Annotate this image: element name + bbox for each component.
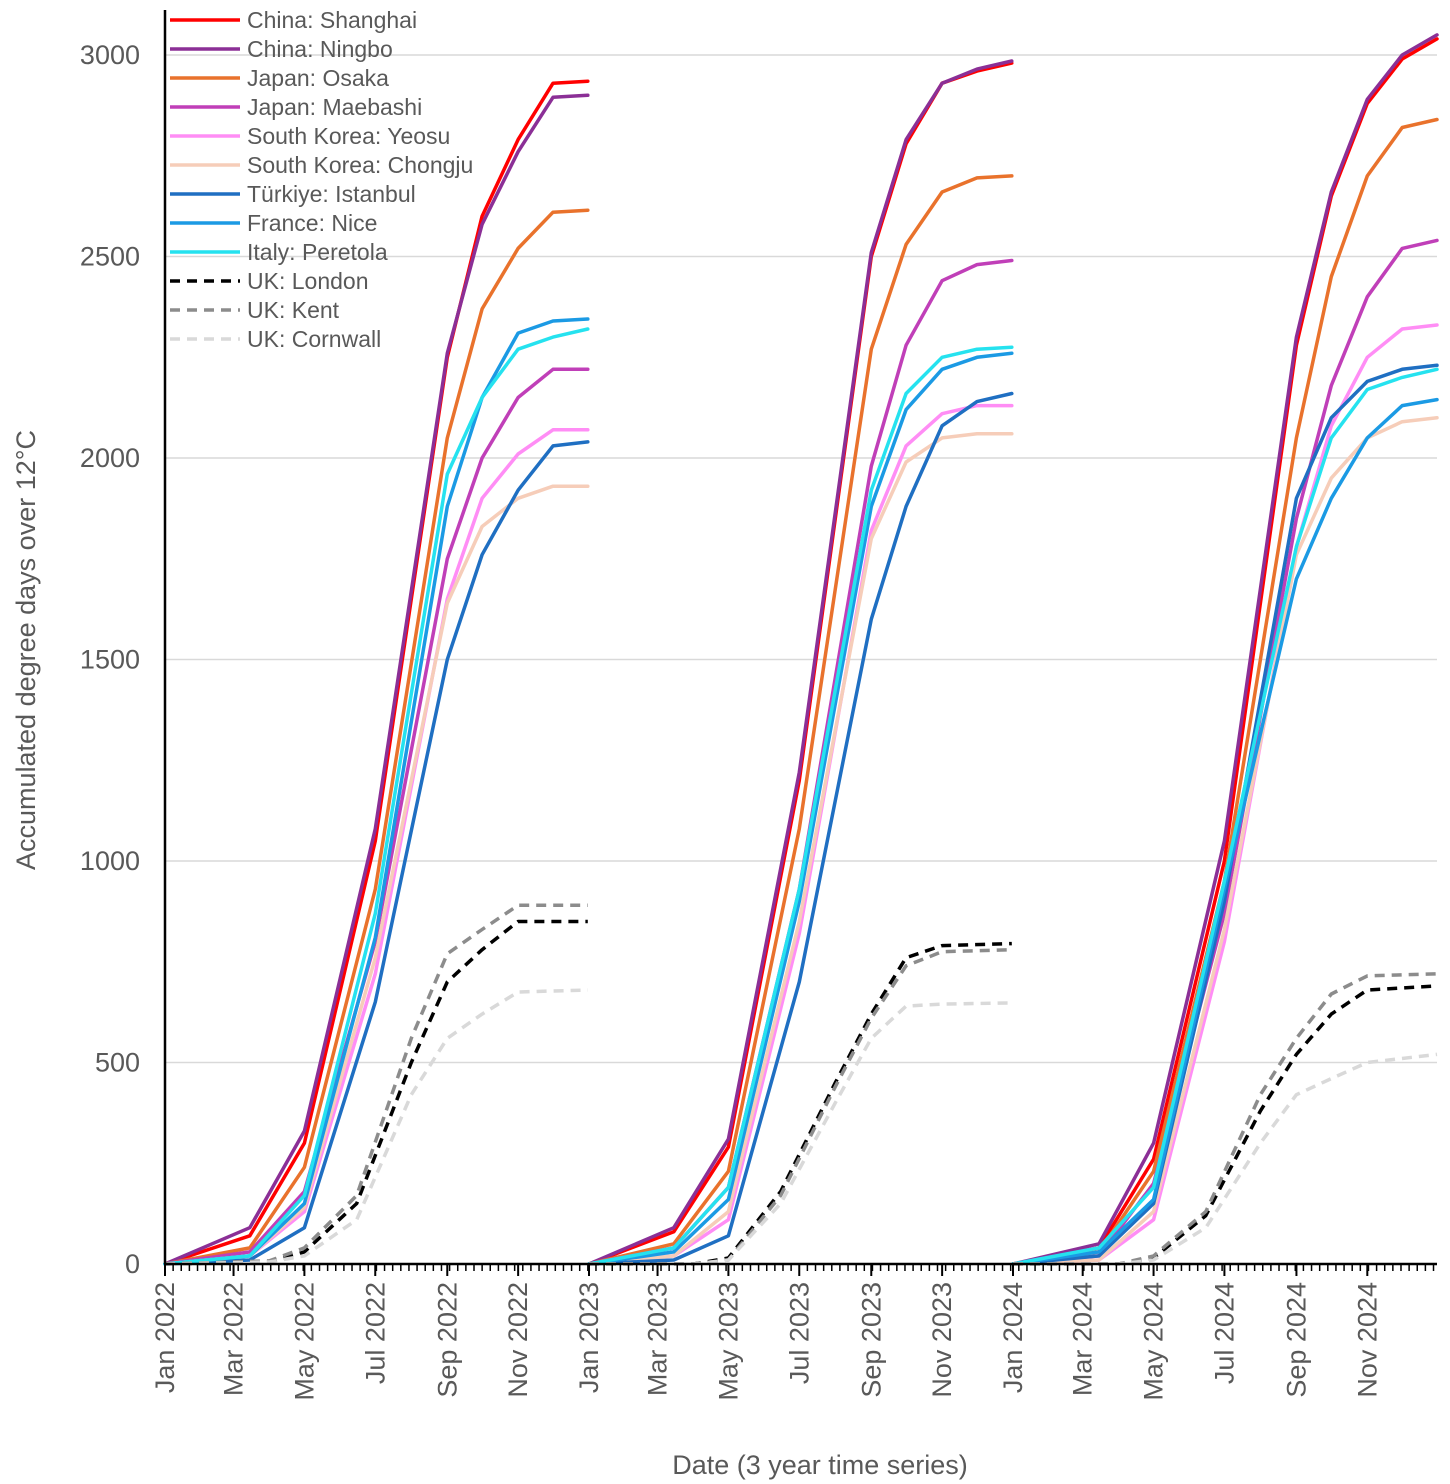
axes — [163, 10, 1437, 1276]
x-axis-title: Date (3 year time series) — [672, 1450, 968, 1480]
x-tick-label: Jan 2023 — [574, 1282, 604, 1393]
y-tick-label: 2000 — [80, 443, 140, 473]
y-tick-label: 500 — [95, 1048, 140, 1078]
series-line — [1011, 397, 1439, 1266]
y-tick-label: 0 — [125, 1249, 140, 1279]
series-line — [587, 61, 1014, 1266]
x-tick-label: Nov 2024 — [1352, 1282, 1382, 1398]
series-line — [589, 941, 1012, 1266]
series-line — [163, 440, 590, 1266]
series-line — [587, 403, 1014, 1266]
series-line — [164, 988, 588, 1266]
series-line — [589, 947, 1012, 1266]
x-tick-label: May 2024 — [1139, 1282, 1169, 1401]
series-line — [1011, 238, 1439, 1266]
series-line — [589, 1001, 1012, 1266]
legend-label: UK: Cornwall — [247, 326, 381, 352]
series-line — [1011, 367, 1439, 1266]
y-tick-label: 1000 — [80, 846, 140, 876]
x-tick-label: Jan 2022 — [150, 1282, 180, 1393]
series-line — [163, 93, 590, 1266]
series-line — [587, 59, 1014, 1266]
legend: China: Shanghai China: Ningbo Japan: Osaka… — [170, 7, 473, 352]
series-line — [1011, 363, 1439, 1266]
x-tick-label: Sep 2024 — [1281, 1282, 1311, 1398]
legend-label: France: Nice — [247, 210, 377, 236]
legend-label: Italy: Peretola — [247, 239, 388, 265]
legend-label: UK: Kent — [247, 297, 340, 323]
x-tick-label: May 2023 — [713, 1282, 743, 1401]
gridlines — [165, 54, 1437, 1064]
series-line — [1011, 117, 1439, 1266]
x-tick-label: May 2022 — [289, 1282, 319, 1401]
series-line — [587, 432, 1014, 1266]
x-tick-label: Jan 2024 — [998, 1282, 1028, 1393]
series-line — [587, 174, 1014, 1266]
x-tick-label: Mar 2022 — [219, 1282, 249, 1396]
legend-label: UK: London — [247, 268, 368, 294]
x-tick-label: Nov 2023 — [927, 1282, 957, 1398]
y-tick-labels: 0 500 1000 1500 2000 2500 3000 — [80, 40, 140, 1279]
series-line — [163, 208, 590, 1266]
legend-label: China: Ningbo — [247, 36, 393, 62]
legend-label: Japan: Osaka — [247, 65, 389, 91]
x-tick-label: Mar 2023 — [643, 1282, 673, 1396]
x-tick-label: Sep 2023 — [856, 1282, 886, 1398]
x-tick-labels: Jan 2022 Mar 2022 May 2022 Jul 2022 Sep 2022… — [150, 1282, 1382, 1401]
series-line — [1013, 984, 1438, 1266]
x-tick-label: Jul 2024 — [1209, 1282, 1239, 1384]
series-line — [164, 919, 588, 1266]
series-line — [1011, 37, 1439, 1266]
series-line — [163, 327, 590, 1266]
y-tick-label: 2500 — [80, 242, 140, 272]
x-tick-label: Jul 2023 — [784, 1282, 814, 1384]
x-tick-label: Sep 2022 — [432, 1282, 462, 1398]
series-line — [1011, 33, 1439, 1266]
x-tick-label: Jul 2022 — [360, 1282, 390, 1384]
x-tick-label: Mar 2024 — [1068, 1282, 1098, 1396]
series-line — [587, 391, 1014, 1266]
series-line — [163, 317, 590, 1266]
series-line — [1013, 1052, 1438, 1266]
series-line — [1011, 323, 1439, 1266]
series-lines — [163, 33, 1439, 1266]
legend-label: South Korea: Chongju — [247, 152, 473, 178]
y-axis-title: Accumulated degree days over 12°C — [11, 430, 41, 870]
series-line — [163, 367, 590, 1266]
series-line — [587, 351, 1014, 1266]
legend-label: Türkiye: Istanbul — [247, 181, 416, 207]
x-tick-label: Nov 2022 — [503, 1282, 533, 1398]
legend-label: Japan: Maebashi — [247, 94, 422, 120]
series-line — [1013, 972, 1438, 1266]
series-line — [164, 903, 588, 1266]
y-tick-label: 3000 — [80, 40, 140, 70]
legend-label: China: Shanghai — [247, 7, 417, 33]
legend-label: South Korea: Yeosu — [247, 123, 450, 149]
y-tick-label: 1500 — [80, 645, 140, 675]
series-line — [587, 345, 1014, 1266]
